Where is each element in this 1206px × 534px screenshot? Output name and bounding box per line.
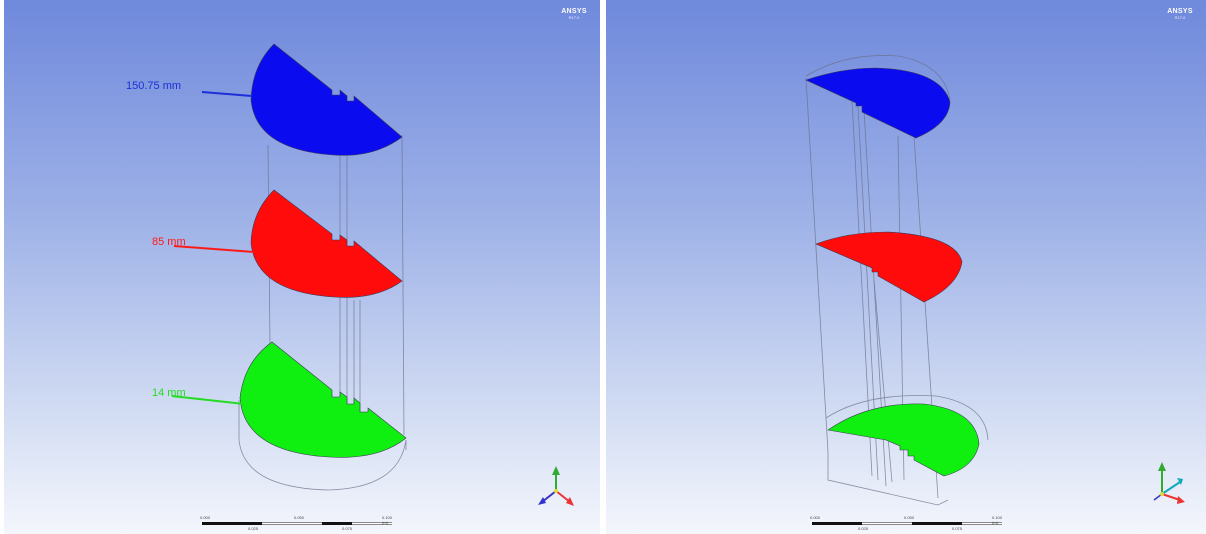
viewport-right[interactable]: ANSYS R17.0 0.000 0.050 0.100 (m) 0.025 … (606, 0, 1206, 534)
dimension-label-red: 85 mm (152, 236, 186, 248)
scale-label: 0.075 (952, 526, 963, 531)
scale-label: 0.050 (904, 515, 915, 520)
logo-version: R17.0 (1174, 15, 1186, 20)
scale-label: 0.050 (294, 515, 305, 520)
green-slice[interactable] (827, 403, 980, 477)
model-scene-right[interactable] (606, 0, 1206, 534)
ansys-logo: ANSYS R17.0 (560, 8, 588, 20)
blue-slice[interactable] (250, 43, 403, 156)
dimension-label-blue: 150.75 mm (126, 80, 182, 92)
red-slice[interactable] (250, 189, 403, 298)
scale-label: 0.100 (m) (992, 515, 1003, 525)
leader-line-green (171, 395, 245, 405)
dimension-label-green: 14 mm (152, 387, 186, 399)
ansys-logo: ANSYS R17.0 (1166, 8, 1194, 20)
wireframe-edges (805, 55, 989, 506)
viewport-left[interactable]: ANSYS R17.0 150.75 mm 85 mm 14 mm 0.000 … (4, 0, 600, 534)
axis-triad[interactable] (538, 466, 574, 506)
scale-label: 0.000 (200, 515, 211, 520)
scale-label: 0.000 (810, 515, 821, 520)
leader-line-red (173, 245, 255, 253)
logo-brand: ANSYS (561, 8, 587, 15)
scale-bar: 0.000 0.050 0.100 (m) 0.025 0.075 (810, 515, 1003, 531)
logo-version: R17.0 (568, 15, 580, 20)
red-slice[interactable] (815, 231, 963, 303)
scale-label: 0.100 (m) (382, 515, 393, 525)
blue-slice[interactable] (805, 67, 951, 139)
scale-label: 0.075 (342, 526, 353, 531)
scale-label: 0.025 (858, 526, 869, 531)
axis-triad[interactable] (1153, 462, 1185, 504)
model-scene-left[interactable] (4, 0, 600, 534)
scale-bar: 0.000 0.050 0.100 (m) 0.025 0.075 (200, 515, 393, 531)
scale-label: 0.025 (248, 526, 259, 531)
leader-line-blue (201, 91, 253, 97)
logo-brand: ANSYS (1167, 8, 1193, 15)
green-slice[interactable] (239, 341, 407, 458)
